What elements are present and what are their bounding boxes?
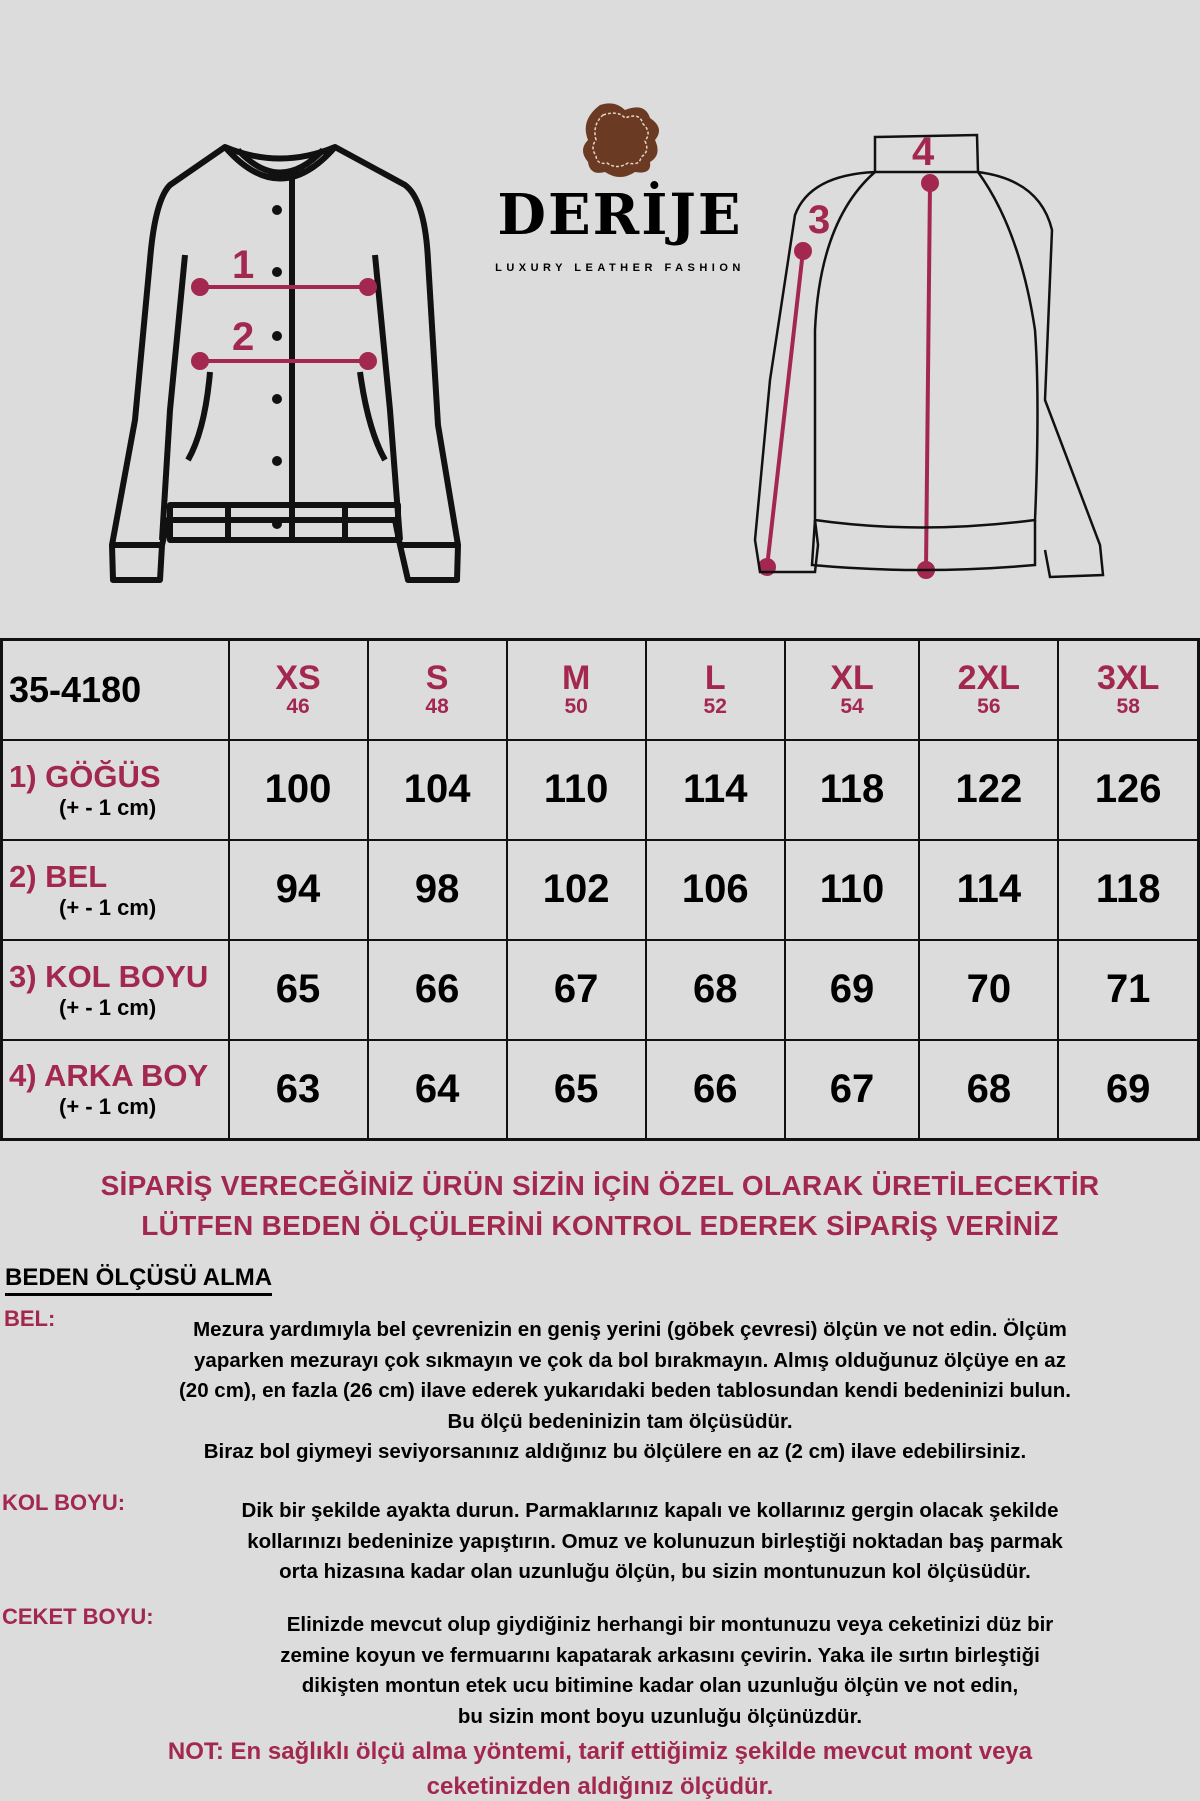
- table-cell: 118: [1057, 838, 1200, 941]
- size-col: XS 46: [227, 638, 369, 741]
- tolerance: (+ - 1 cm): [59, 994, 157, 1020]
- table-cell: 67: [783, 1038, 921, 1141]
- table-cell: 114: [644, 738, 786, 841]
- jacket-back-drawing: [753, 133, 1105, 579]
- measure-label: 3) KOL BOYU: [9, 958, 209, 994]
- table-cell: 104: [366, 738, 508, 841]
- buttons: [272, 205, 282, 529]
- table-cell: 126: [1057, 738, 1200, 841]
- size-col: 3XL 58: [1057, 638, 1200, 741]
- table-cell: 122: [918, 738, 1060, 841]
- table-cell: 65: [227, 938, 369, 1041]
- table-row: 2) BEL (+ - 1 cm) 94 98 102 106 110 114 118: [0, 838, 1200, 941]
- table-cell: 64: [366, 1038, 508, 1141]
- table-cell: 66: [366, 938, 508, 1041]
- ceket-text-line: dikişten montun etek ucu bitimine kadar …: [301, 1674, 1019, 1697]
- table-cell: 118: [783, 738, 921, 841]
- table-cell: 71: [1057, 938, 1200, 1041]
- table-cell: 98: [366, 838, 508, 941]
- measure-label: 4) ARKA BOY: [9, 1058, 209, 1094]
- table-row: 3) KOL BOYU (+ - 1 cm) 65 66 67 68 69 70 71: [0, 938, 1200, 1041]
- bel-text-line: yaparken mezurayı çok sıkmayın ve çok da…: [194, 1348, 1066, 1372]
- warning-line-2: LÜTFEN BEDEN ÖLÇÜLERİNİ KONTROL EDEREK S…: [141, 1210, 1059, 1241]
- size-col: XL 54: [783, 638, 921, 741]
- table-cell: 114: [918, 838, 1060, 941]
- table-cell: 68: [918, 1038, 1060, 1141]
- size-table: 35-4180 XS 46 S 48 M 50 L 52 XL 54 2XL 56 3XL 5…: [0, 638, 1200, 1141]
- kol-text-line: kollarınızı bedeninize yapıştırın. Omuz …: [247, 1529, 1063, 1553]
- label-3: 3: [808, 198, 830, 242]
- bel-text-line: (20 cm), en fazla (26 cm) ilave ederek y…: [178, 1379, 1071, 1402]
- measure-label: 1) GÖĞÜS: [9, 758, 161, 794]
- table-cell: 63: [227, 1038, 369, 1141]
- tolerance: (+ - 1 cm): [59, 794, 157, 820]
- tolerance: (+ - 1 cm): [59, 1094, 157, 1120]
- table-cell: 110: [505, 738, 647, 841]
- table-cell: 106: [644, 838, 786, 941]
- table-cell: 110: [783, 838, 921, 941]
- table-cell: 100: [227, 738, 369, 841]
- size-col: L 52: [644, 638, 786, 741]
- note-line: NOT: En sağlıklı ölçü alma yöntemi, tari…: [167, 1738, 1033, 1765]
- kol-text-line: Dik bir şekilde ayakta durun. Parmakları…: [241, 1499, 1059, 1522]
- table-cell: 68: [644, 938, 786, 1041]
- table-cell: 66: [644, 1038, 786, 1141]
- table-row: 4) ARKA BOY (+ - 1 cm) 63 64 65 66 67 68 69: [0, 1038, 1200, 1141]
- size-col: S 48: [366, 638, 508, 741]
- size-col: 2XL 56: [918, 638, 1060, 741]
- ceket-text-line: bu sizin mont boyu uzunluğu ölçünüzdür.: [457, 1704, 863, 1728]
- bel-text-line: Mezura yardımıyla bel çevrenizin en geni…: [193, 1318, 1067, 1341]
- product-code: 35-4180: [0, 638, 230, 741]
- ceket-text-line: zemine koyun ve fermuarını kapatarak ark…: [280, 1643, 1040, 1667]
- measure-label: 2) BEL: [9, 858, 108, 894]
- size-col: M 50: [505, 638, 647, 741]
- ceket-boyu-label: CEKET BOYU:: [2, 1604, 154, 1629]
- table-cell: 102: [505, 838, 647, 941]
- table-row: 1) GÖĞÜS (+ - 1 cm) 100 104 110 114 118 122 126: [0, 738, 1200, 841]
- jacket-front-drawing: [109, 144, 461, 583]
- guide-heading: BEDEN ÖLÇÜSÜ ALMA: [5, 1264, 273, 1296]
- label-2: 2: [232, 315, 254, 359]
- label-4: 4: [912, 130, 935, 174]
- bel-label: BEL:: [4, 1306, 56, 1331]
- table-cell: 69: [783, 938, 921, 1041]
- bel-text-line: Bu ölçü bedeninizin tam ölçüsüdür.: [447, 1409, 793, 1433]
- brand-tagline: LUXURY LEATHER FASHION: [495, 262, 745, 274]
- brand-name: DERİJE: [497, 182, 743, 248]
- table-cell: 67: [505, 938, 647, 1041]
- warning-line-1: SİPARİŞ VERECEĞİNİZ ÜRÜN SİZİN İÇİN ÖZEL…: [100, 1170, 1100, 1201]
- label-1: 1: [232, 243, 254, 287]
- table-cell: 65: [505, 1038, 647, 1141]
- kol-text-line: orta hizasına kadar olan uzunluğu ölçün,…: [279, 1560, 1031, 1583]
- note-line: ceketinizden aldığınız ölçüdür.: [426, 1773, 774, 1800]
- table-cell: 69: [1057, 1038, 1200, 1141]
- leather-logo-icon: [583, 103, 659, 177]
- bel-text-line: Biraz bol giymeyi seviyorsanınız aldığın…: [203, 1440, 1027, 1463]
- table-header-row: 35-4180 XS 46 S 48 M 50 L 52 XL 54 2XL 56 3XL 5…: [0, 638, 1200, 741]
- kol-boyu-label: KOL BOYU:: [2, 1490, 126, 1515]
- jacket-diagrams: 1 2 3 4: [109, 103, 1105, 583]
- table-cell: 70: [918, 938, 1060, 1041]
- table-cell: 94: [227, 838, 369, 941]
- measure-lines: [191, 174, 939, 579]
- ceket-text-line: Elinizde mevcut olup giydiğiniz herhangi…: [286, 1613, 1054, 1636]
- tolerance: (+ - 1 cm): [59, 894, 157, 920]
